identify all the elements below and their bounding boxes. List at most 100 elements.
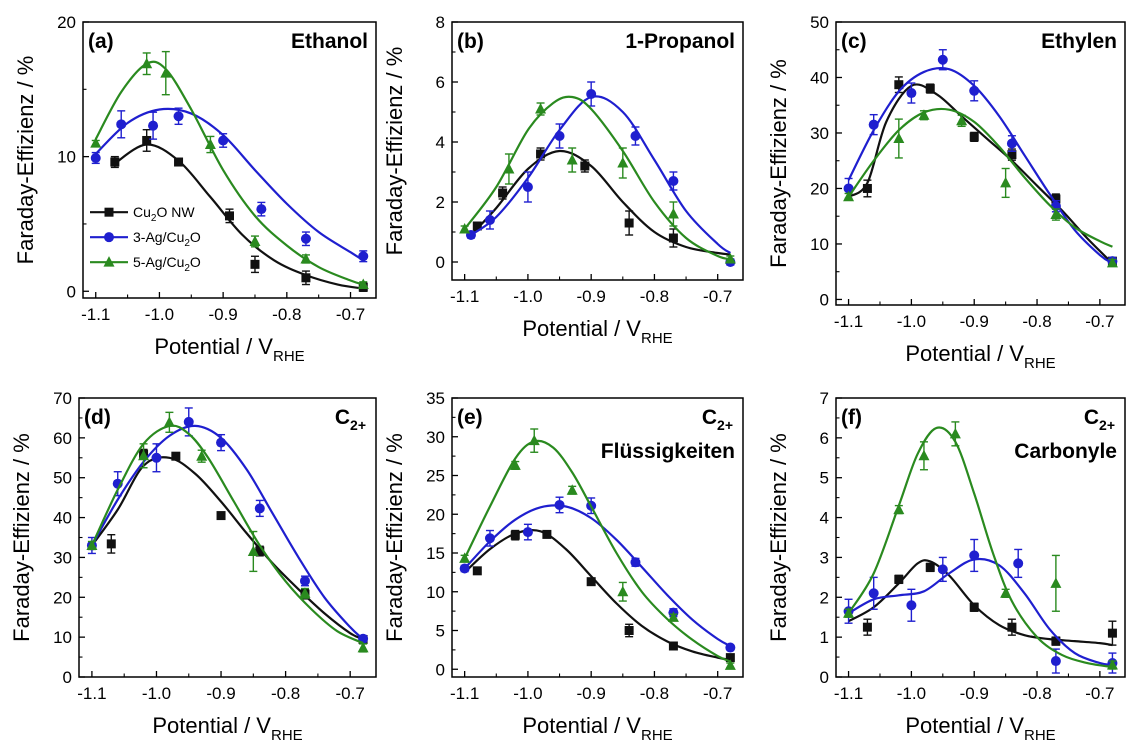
data-point xyxy=(554,499,565,510)
data-point xyxy=(667,208,679,219)
legend-rest: O NW xyxy=(156,204,195,220)
x-tick-label: -0.9 xyxy=(960,684,989,703)
x-tick-label: -0.7 xyxy=(1085,684,1114,703)
series-ag3 xyxy=(90,107,369,263)
data-point xyxy=(724,253,736,264)
legend-sub: 2 xyxy=(184,263,190,274)
x-tick-label: -0.8 xyxy=(640,684,669,703)
x-tick-label: -1.0 xyxy=(897,312,926,331)
legend-label: Cu2O NW xyxy=(133,204,195,224)
data-point xyxy=(906,88,917,99)
data-point xyxy=(522,527,533,538)
panel-title: Ethylen xyxy=(1041,30,1117,53)
y-tick-label: 0 xyxy=(436,253,445,272)
data-point xyxy=(868,588,879,599)
y-tick-label: 10 xyxy=(810,235,829,254)
data-point xyxy=(148,120,159,131)
y-tick-label: 8 xyxy=(436,13,445,32)
panel-label: (e) xyxy=(457,406,483,429)
data-point xyxy=(1050,208,1062,220)
plot-frame xyxy=(451,21,744,281)
data-point xyxy=(484,215,495,225)
data-point xyxy=(216,511,226,521)
chart-panel-f: 0 1 2 3 4 5 6 7 -1.1 -1.0 -0.9 -0.8 -0.7 Potential / … xyxy=(766,389,1126,742)
x-axis-title-sub: RHE xyxy=(1024,355,1056,372)
data-point xyxy=(668,176,679,186)
fit-curve xyxy=(847,66,1114,265)
data-point xyxy=(617,157,629,168)
y-tick-label: 5 xyxy=(436,622,445,641)
data-point xyxy=(174,157,184,167)
y-tick-label: 4 xyxy=(436,133,445,152)
y-tick-label: 30 xyxy=(810,124,829,143)
y-tick-label: 10 xyxy=(53,628,72,647)
data-point xyxy=(617,585,629,597)
fit-curve xyxy=(847,83,1114,265)
x-axis-title-main: Potential / V xyxy=(522,316,641,341)
legend-marker xyxy=(103,256,115,267)
data-point xyxy=(498,188,508,198)
data-point xyxy=(566,484,578,495)
legend-text: 3-Ag/Cu xyxy=(133,229,184,245)
series-ag5 xyxy=(86,411,369,653)
data-point xyxy=(1106,256,1118,268)
data-point xyxy=(668,641,678,651)
fit-curve xyxy=(463,529,731,662)
plot-frame xyxy=(835,21,1126,306)
data-point xyxy=(299,575,310,586)
x-tick-label: -0.8 xyxy=(272,305,301,324)
x-tick-label: -1.0 xyxy=(513,287,542,306)
data-point xyxy=(141,57,153,69)
data-point xyxy=(956,114,968,126)
data-point xyxy=(566,154,578,165)
y-tick-label: 15 xyxy=(426,544,445,563)
y-tick-label: 70 xyxy=(53,389,72,408)
panel-label: (b) xyxy=(457,30,484,53)
panel-title: C2+ xyxy=(1084,406,1115,433)
data-point xyxy=(509,459,521,470)
data-point xyxy=(624,626,634,635)
data-point xyxy=(868,119,879,130)
data-point xyxy=(725,653,735,663)
y-tick-label: 4 xyxy=(820,509,829,528)
data-point xyxy=(1000,587,1012,598)
data-point xyxy=(90,137,102,148)
series-ag3 xyxy=(843,538,1118,674)
data-point xyxy=(106,539,116,549)
y-tick-label: 20 xyxy=(810,179,829,198)
x-tick-label: -0.8 xyxy=(271,684,300,703)
fit-curve xyxy=(463,95,731,261)
panel-title-base: C xyxy=(335,406,350,429)
data-point xyxy=(160,67,172,78)
x-tick-label: -1.0 xyxy=(897,684,926,703)
data-point xyxy=(216,437,227,448)
legend-rest: O xyxy=(190,229,201,245)
y-tick-label: 2 xyxy=(436,193,445,212)
data-point xyxy=(300,252,312,264)
data-point xyxy=(969,550,980,561)
x-axis-title: Potential / VRHE xyxy=(522,316,672,347)
data-point xyxy=(503,163,515,174)
fit-curve xyxy=(90,424,364,645)
data-point xyxy=(580,161,590,171)
y-tick-label: 3 xyxy=(820,548,829,567)
data-point xyxy=(459,552,471,563)
legend-marker xyxy=(104,207,114,217)
x-axis-title: Potential / VRHE xyxy=(905,341,1055,372)
data-point xyxy=(630,557,641,568)
x-axis-title-main: Potential / V xyxy=(154,334,273,359)
y-tick-label: 40 xyxy=(810,68,829,87)
x-tick-label: -1.1 xyxy=(450,287,479,306)
y-axis-title: Faraday-Effizienz / % xyxy=(13,56,38,265)
x-tick-label: -0.9 xyxy=(577,684,606,703)
series-cu2o-nw xyxy=(848,559,1117,647)
y-tick-label: 50 xyxy=(810,13,829,32)
legend-sub: 2 xyxy=(184,238,190,249)
y-tick-label: 20 xyxy=(53,588,72,607)
panel-title-line2: Flüssigkeiten xyxy=(601,440,735,463)
data-point xyxy=(937,54,948,65)
y-tick-label: 40 xyxy=(53,509,72,528)
y-tick-label: 60 xyxy=(53,429,72,448)
x-tick-label: -0.9 xyxy=(206,684,235,703)
